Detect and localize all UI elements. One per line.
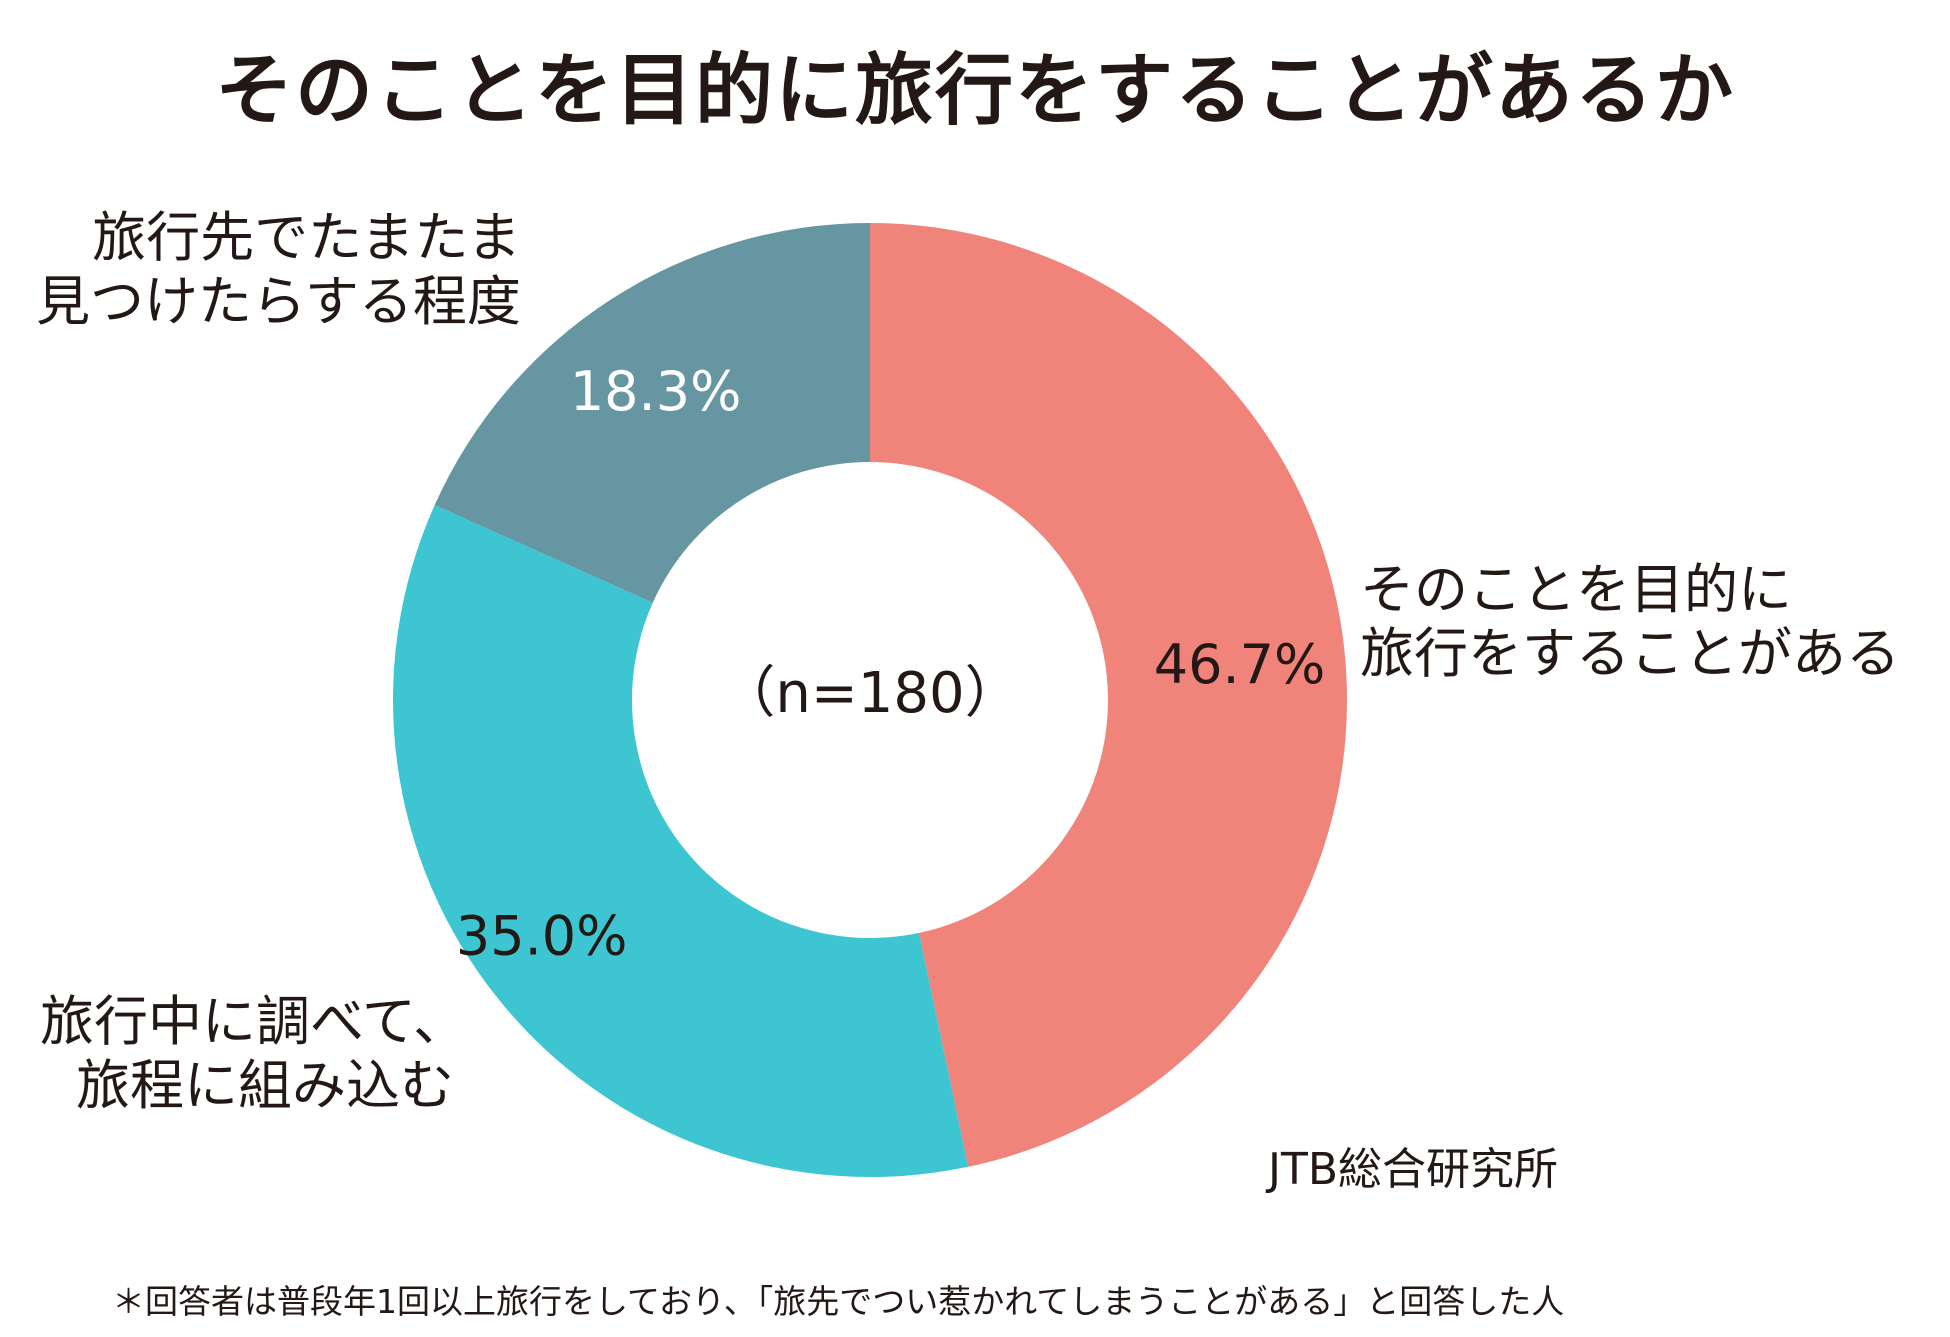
value-label-1: 35.0% (456, 904, 628, 967)
category-label-0-line-1: そのことを目的に (1360, 558, 1792, 621)
donut-slices (392, 223, 1347, 1177)
category-label-0-line-2: 旅行をすることがある (1360, 622, 1900, 685)
center-label: （n=180） (719, 661, 1020, 726)
category-label-2-line-2: 見つけたらする程度 (36, 270, 521, 333)
category-label-1-line-2: 旅程に組み込む (76, 1054, 454, 1117)
category-label-2: 旅行先でたまたま 見つけたらする程度 (36, 206, 521, 334)
category-label-0: そのことを目的に 旅行をすることがある (1360, 558, 1900, 686)
value-label-2: 18.3% (570, 360, 742, 423)
footnote: ＊回答者は普段年1回以上旅行をしており、「旅先でつい惹かれてしまうことがある」と… (112, 1282, 1565, 1321)
category-label-2-line-1: 旅行先でたまたま (92, 206, 521, 269)
source-label: JTB総合研究所 (1268, 1144, 1559, 1195)
value-labels: 46.7% 35.0% 18.3% (456, 360, 1325, 967)
donut-slice-0 (870, 223, 1347, 1167)
chart-title: そのことを目的に旅行をすることがあるか (214, 46, 1735, 136)
category-label-1-line-1: 旅行中に調べて、 (40, 990, 468, 1053)
donut-slice-2 (434, 223, 870, 603)
category-label-1: 旅行中に調べて、 旅程に組み込む (40, 990, 467, 1118)
donut-slice-1 (392, 505, 969, 1177)
value-label-0: 46.7% (1154, 633, 1326, 696)
